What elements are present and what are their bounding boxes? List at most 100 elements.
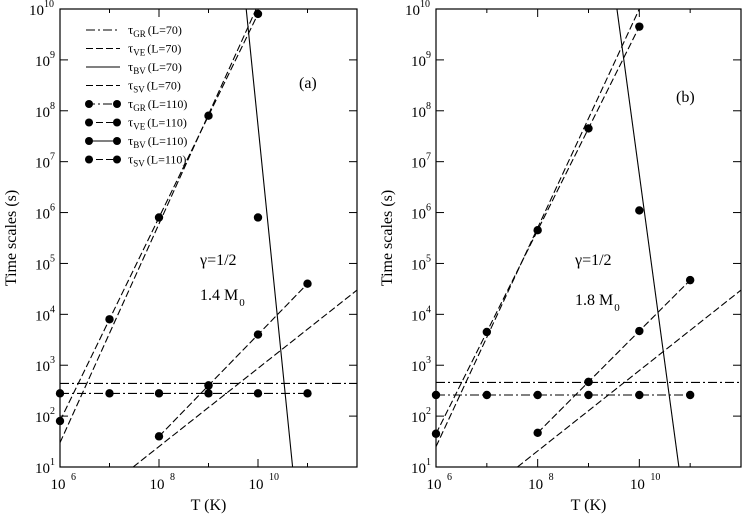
annotation-gamma: γ=1/2 — [574, 252, 612, 269]
legend-subscript: GR — [133, 103, 146, 113]
data-point — [154, 213, 164, 222]
series--bv-l-70- — [616, 9, 680, 467]
annotation-mass-subscript: 0 — [239, 297, 245, 309]
legend-marker — [113, 118, 121, 127]
series--ve-l-70- — [60, 9, 257, 443]
x-tick-label: 10 10 — [249, 472, 280, 493]
data-point — [533, 390, 542, 400]
x-tick-base: 10 — [427, 477, 442, 493]
y-tick-base: 10 — [35, 410, 50, 426]
series-line — [616, 9, 680, 467]
series-line — [537, 279, 691, 434]
y-tick-base: 10 — [35, 54, 50, 70]
x-axis-title: T (K) — [571, 497, 607, 514]
panel-label: (b) — [676, 89, 695, 106]
data-point — [533, 226, 542, 235]
legend-entry: τ GR (L=110) — [85, 96, 187, 113]
data-point — [105, 315, 114, 324]
data-point — [584, 377, 593, 387]
data-point — [253, 330, 263, 339]
data-point — [204, 381, 213, 390]
legend-entry: τ SV (L=70) — [86, 78, 181, 95]
series--sv-l-70- — [517, 289, 741, 467]
y-tick-exponent: 9 — [50, 50, 55, 61]
annotation-mass-value: 1.4 M — [200, 287, 238, 304]
legend-marker — [113, 100, 121, 108]
y-tick-exponent: 5 — [426, 253, 431, 264]
legend-entry: τ SV (L=110) — [85, 152, 186, 169]
x-tick-label: 10 8 — [528, 472, 554, 493]
series-line — [158, 283, 308, 437]
legend-label: (L=110) — [147, 116, 187, 130]
y-axis-title: Time scales (s) — [379, 190, 396, 286]
x-tick-exponent: 6 — [71, 472, 76, 483]
y-tick-label: 10 2 — [411, 406, 431, 426]
legend-subscript: BV — [133, 140, 146, 150]
y-tick-exponent: 3 — [426, 355, 431, 366]
data-point — [154, 389, 164, 398]
series-line — [132, 289, 357, 467]
data-point — [253, 213, 263, 222]
data-point — [635, 22, 644, 31]
legend-symbol: τ — [128, 59, 133, 74]
y-tick-base: 10 — [35, 359, 50, 375]
y-tick-label: 10 7 — [35, 152, 55, 172]
x-tick-label: 10 10 — [630, 472, 661, 493]
y-tick-label: 10 8 — [35, 101, 55, 121]
y-tick-base: 10 — [411, 359, 426, 375]
plot-frame — [435, 8, 742, 468]
legend-symbol: τ — [128, 152, 133, 167]
y-tick-label: 10 2 — [35, 406, 55, 426]
y-tick-base: 10 — [411, 461, 426, 477]
y-tick-exponent: 7 — [426, 152, 431, 163]
legend-subscript: SV — [133, 85, 145, 95]
data-point — [635, 326, 644, 336]
series--bv-l-70- — [245, 9, 294, 467]
x-tick-exponent: 10 — [650, 472, 660, 483]
legend-subscript: SV — [133, 159, 145, 169]
x-tick-exponent: 8 — [170, 472, 175, 483]
legend-subscript: VE — [133, 48, 145, 58]
data-point — [685, 390, 695, 400]
data-point — [635, 390, 644, 400]
legend-subscript: GR — [133, 29, 146, 39]
x-tick-base: 10 — [249, 477, 264, 493]
legend-label: (L=110) — [148, 134, 188, 148]
y-tick-label: 10 6 — [35, 203, 55, 223]
legend-entry: τ VE (L=110) — [85, 115, 187, 132]
y-tick-base: 10 — [29, 3, 44, 19]
data-point — [635, 206, 644, 215]
legend-entry: τ BV (L=110) — [85, 133, 187, 150]
y-tick-base: 10 — [411, 156, 426, 172]
y-tick-exponent: 6 — [426, 203, 431, 214]
data-point — [154, 432, 164, 441]
series-line — [517, 289, 741, 467]
y-tick-exponent: 2 — [426, 406, 431, 417]
y-tick-exponent: 4 — [426, 304, 431, 315]
y-tick-label: 10 10 — [29, 0, 54, 19]
y-tick-exponent: 7 — [50, 152, 55, 163]
y-tick-exponent: 4 — [50, 304, 55, 315]
data-point — [482, 327, 492, 337]
legend-label: (L=110) — [147, 153, 187, 167]
data-point — [685, 275, 695, 285]
x-tick-exponent: 10 — [269, 472, 279, 483]
legend-symbol: τ — [128, 22, 133, 37]
y-tick-label: 10 10 — [405, 0, 430, 19]
x-tick-base: 10 — [528, 477, 543, 493]
data-point — [204, 389, 213, 398]
y-tick-base: 10 — [35, 156, 50, 172]
y-tick-base: 10 — [35, 308, 50, 324]
y-tick-label: 10 4 — [35, 304, 55, 324]
y-tick-base: 10 — [35, 257, 50, 273]
y-tick-label: 10 9 — [35, 50, 55, 70]
legend-label: (L=110) — [148, 97, 188, 111]
data-point — [253, 389, 263, 398]
y-tick-base: 10 — [35, 461, 50, 477]
y-tick-label: 10 3 — [411, 355, 431, 375]
legend-symbol: τ — [128, 96, 133, 111]
